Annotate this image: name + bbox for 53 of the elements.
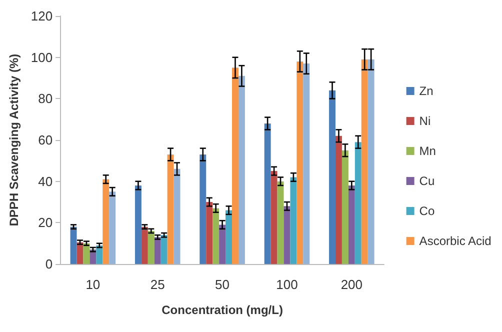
x-tick-label: 200: [340, 277, 363, 292]
bar: [342, 150, 348, 264]
legend-label: Ascorbic Acid: [419, 234, 492, 248]
bar: [270, 171, 278, 264]
bar: [154, 237, 161, 264]
legend-label: Mn: [419, 144, 436, 158]
legend-label: Cu: [419, 174, 435, 188]
bar: [102, 179, 110, 264]
bar: [329, 90, 336, 264]
bar: [290, 177, 297, 264]
bar: [284, 206, 290, 264]
x-tick-label: 25: [150, 277, 165, 292]
bar: [134, 185, 142, 264]
bar: [206, 202, 213, 264]
bar: [335, 136, 342, 264]
legend-label: Zn: [419, 84, 434, 98]
bar: [219, 224, 226, 264]
y-tick-label: 120: [30, 8, 53, 24]
bar: [264, 123, 271, 264]
bar: [141, 226, 148, 264]
y-tick-label: 80: [38, 91, 53, 106]
bar: [296, 61, 304, 264]
y-axis-title: DPPH Scavenging Activity (%): [7, 54, 21, 226]
bar: [174, 168, 180, 264]
y-tick-label: 100: [30, 50, 53, 65]
x-axis-title: Concentration (mg/L): [162, 303, 283, 317]
bar: [160, 235, 168, 264]
bar: [277, 181, 284, 264]
bar: [238, 76, 245, 264]
y-tick-label: 40: [38, 174, 53, 189]
bar: [226, 210, 232, 264]
x-tick-label: 100: [276, 277, 298, 292]
bar: [167, 154, 174, 264]
bar: [212, 208, 220, 264]
bar: [200, 154, 206, 264]
y-tick-label: 60: [38, 132, 53, 148]
bar: [96, 245, 103, 264]
bar: [109, 192, 116, 264]
bar: [348, 185, 355, 264]
bar: [232, 68, 238, 264]
bar: [83, 243, 90, 264]
y-tick-label: 20: [38, 215, 53, 230]
bar: [368, 59, 374, 264]
bar: [361, 59, 368, 264]
bar: [303, 64, 310, 264]
bar: [354, 142, 362, 264]
bar: [70, 226, 77, 264]
legend-label: Co: [419, 204, 435, 218]
x-tick-label: 10: [86, 277, 100, 292]
legend-label: Ni: [419, 114, 431, 128]
bar: [148, 230, 154, 264]
y-tick-label: 0: [45, 256, 53, 272]
x-tick-label: 50: [215, 277, 230, 292]
